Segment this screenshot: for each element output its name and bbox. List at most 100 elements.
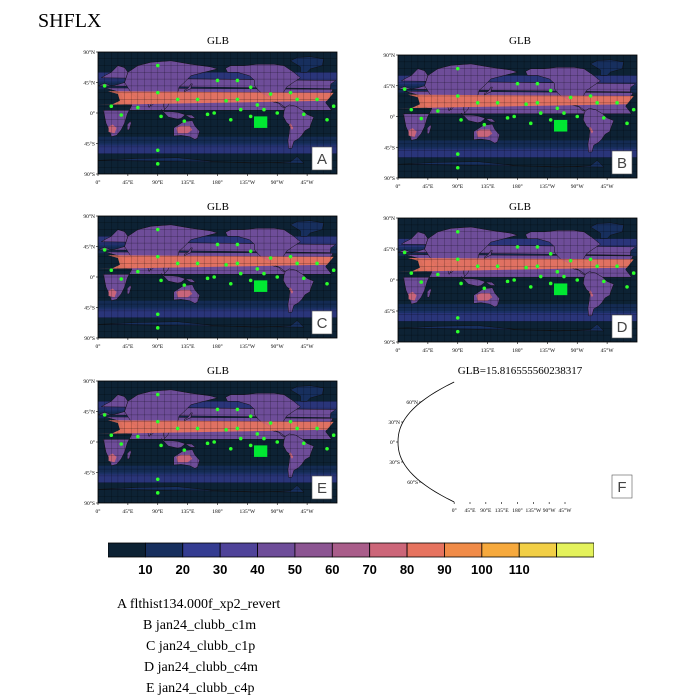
station-dot (538, 274, 543, 279)
lon-tick-label: 90°E (152, 179, 164, 186)
station-dot (555, 269, 560, 274)
lat-tick-label: 90°N (83, 213, 95, 220)
continent-africa (403, 417, 455, 466)
lon-tick-label: 135°E (181, 179, 195, 186)
station-dot (155, 254, 160, 259)
station-dot (315, 261, 319, 266)
legend-letter: E (146, 681, 159, 696)
station-dot (529, 447, 533, 451)
station-dot (195, 97, 200, 102)
continent-indonesia (160, 273, 197, 284)
station-dot (455, 257, 460, 262)
legend-run-name: jan24_clubb_c1m (155, 618, 257, 633)
station-dot (228, 281, 233, 286)
station-dot (155, 227, 160, 232)
panel-letter: F (617, 479, 626, 496)
meridian-line (471, 382, 493, 502)
station-dot (262, 271, 266, 276)
station-dot (155, 90, 160, 95)
station-dot (136, 105, 140, 110)
station-dot (262, 436, 266, 441)
panel-title: GLB (207, 201, 229, 213)
station-dot (455, 329, 460, 334)
station-dot (275, 440, 280, 444)
station-dot (155, 419, 160, 424)
station-dot (459, 444, 463, 448)
station-dot (155, 491, 160, 495)
station-dot (595, 101, 599, 105)
lat-tick-label: 45°S (84, 141, 95, 148)
hotspot-ausHot (477, 455, 493, 462)
station-dot (475, 490, 479, 494)
station-dot (235, 78, 240, 83)
panel-title: GLB=15.816555560238317 (458, 365, 583, 377)
lon-tick-label: 45°E (464, 507, 476, 514)
legend-letter: A (117, 597, 130, 612)
station-dot (315, 426, 319, 431)
continent-madagascar (126, 449, 132, 460)
station-dot (255, 103, 260, 107)
station-dot (562, 437, 566, 441)
meridian-line (504, 382, 510, 502)
station-dot (159, 114, 163, 119)
station-dot (119, 113, 124, 117)
lon-tick-label: 135°E (481, 347, 495, 354)
station-dot (248, 443, 253, 448)
station-dot (175, 97, 180, 102)
lat-tick-label: 30°S (389, 459, 400, 466)
station-dot (548, 252, 553, 256)
station-dot (228, 117, 233, 122)
lon-tick-label: 90°W (271, 343, 285, 350)
station-dot (535, 264, 540, 269)
station-dot (568, 95, 573, 100)
meridian-line (528, 382, 537, 502)
lat-tick-label: 90°N (383, 215, 395, 222)
colorbar-label: 30 (213, 562, 227, 577)
station-dot (602, 442, 606, 446)
station-dot (631, 107, 636, 112)
station-dot (235, 97, 240, 102)
lon-tick-label: 135°W (240, 179, 256, 186)
station-dot (602, 279, 606, 284)
lon-tick-label: 135°E (181, 343, 195, 350)
station-dot (614, 427, 618, 431)
colorbar-swatch (257, 542, 296, 558)
lat-tick-label: 90°S (84, 171, 95, 178)
lon-tick-label: 90°W (571, 347, 585, 354)
panel-letter-box (311, 146, 333, 171)
station-dot (602, 116, 606, 120)
lon-tick-label: 135°W (240, 508, 256, 515)
legend-run-name: jan24_clubb_c4m (157, 660, 258, 675)
station-dot (295, 426, 299, 431)
panel-letter: C (317, 315, 328, 332)
lon-tick-label: 180° (212, 508, 222, 515)
lon-tick-label: 0° (96, 508, 101, 515)
lon-tick-label: 0° (396, 183, 401, 190)
station-dot (548, 118, 553, 122)
panel-letter: A (317, 151, 327, 168)
legend-run-name: jan24_clubb_c1p (158, 639, 256, 654)
station-dot (419, 442, 424, 446)
colorbar-swatch (182, 542, 221, 558)
panel-letter-box (311, 310, 333, 335)
station-dot (288, 90, 293, 95)
station-dot (455, 316, 460, 320)
flux-band (398, 465, 455, 474)
panel-letter: E (317, 480, 327, 497)
station-dot (325, 281, 329, 286)
meridian-line (570, 382, 617, 502)
lat-tick-label: 60°N (406, 399, 418, 406)
lon-tick-label: 135°W (240, 343, 256, 350)
panel-letter-box (311, 475, 333, 500)
legend-run-name: jan24_clubb_c4p (158, 681, 255, 696)
colorbar-label: 80 (400, 562, 414, 577)
meridian-line (431, 382, 455, 502)
lat-tick-label: 45°S (384, 308, 395, 315)
continent-madagascar (126, 284, 132, 295)
station-dot (535, 101, 540, 105)
lon-tick-label: 90°W (271, 508, 285, 515)
station-dot (459, 281, 463, 286)
station-cluster (554, 119, 568, 132)
meridian-line (511, 382, 514, 502)
